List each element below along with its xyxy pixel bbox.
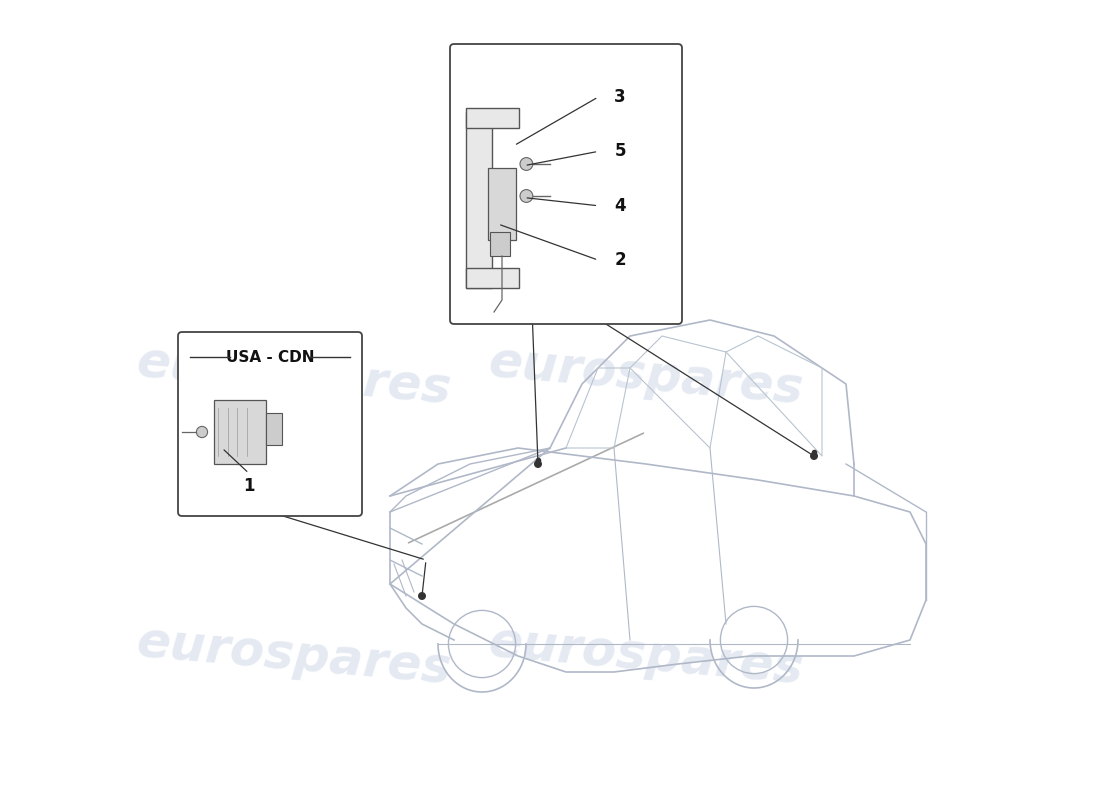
Text: 4: 4 — [614, 197, 626, 214]
Text: eurospares: eurospares — [486, 618, 805, 694]
Circle shape — [520, 190, 532, 202]
Text: eurospares: eurospares — [134, 338, 453, 414]
Bar — [214, 400, 266, 464]
Circle shape — [418, 592, 426, 600]
Text: 1: 1 — [243, 477, 254, 494]
Text: USA - CDN: USA - CDN — [226, 350, 315, 365]
Text: eurospares: eurospares — [486, 338, 805, 414]
Bar — [466, 268, 519, 288]
Bar — [466, 108, 519, 128]
Bar — [266, 413, 282, 445]
FancyBboxPatch shape — [450, 44, 682, 324]
Bar — [491, 232, 510, 256]
Text: 5: 5 — [614, 142, 626, 160]
Text: eurospares: eurospares — [134, 618, 453, 694]
Circle shape — [520, 158, 532, 170]
Circle shape — [810, 452, 818, 460]
Bar — [466, 112, 493, 288]
FancyBboxPatch shape — [178, 332, 362, 516]
Circle shape — [197, 426, 208, 438]
Circle shape — [534, 460, 542, 468]
Bar — [488, 168, 516, 240]
Text: 3: 3 — [614, 88, 626, 106]
Text: 2: 2 — [614, 251, 626, 269]
